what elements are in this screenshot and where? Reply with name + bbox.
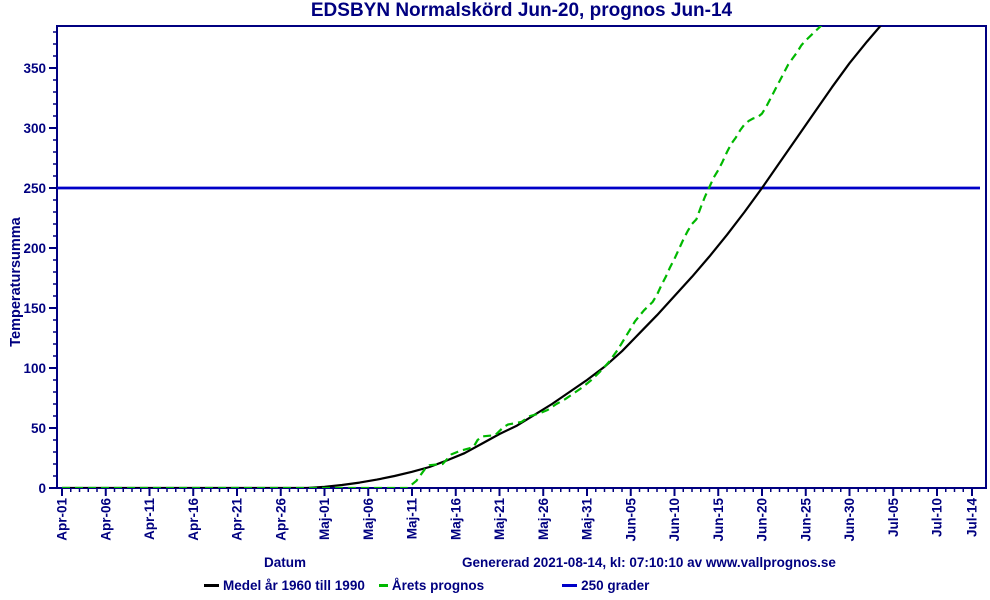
x-tick-label: Jul-14 — [965, 498, 980, 538]
x-tick-label: Maj-01 — [317, 498, 332, 541]
x-tick-label: Jul-05 — [886, 498, 901, 538]
series-medel-line — [62, 26, 882, 488]
x-tick-label: Maj-16 — [448, 498, 463, 541]
x-tick-label: Maj-06 — [361, 498, 376, 541]
y-tick-label: 100 — [23, 361, 46, 376]
legend-label-medel: Medel år 1960 till 1990 — [223, 578, 365, 593]
x-tick-label: Apr-16 — [186, 498, 201, 541]
x-tick-label: Maj-31 — [580, 498, 595, 541]
x-tick-label: Apr-06 — [98, 498, 113, 541]
reference-line-swatch — [562, 584, 578, 587]
legend-item-medel: Medel år 1960 till 1990 — [204, 578, 365, 593]
legend: Medel år 1960 till 1990 Årets prognos 25… — [204, 578, 649, 593]
prognos-line-swatch — [378, 584, 388, 587]
x-tick-label: Jun-25 — [798, 498, 813, 542]
y-tick-label: 250 — [23, 181, 46, 196]
y-tick-label: 350 — [23, 61, 46, 76]
y-tick-label: 200 — [23, 241, 46, 256]
legend-item-250-grader: 250 grader — [562, 578, 649, 593]
chart-title: EDSBYN Normalskörd Jun-20, prognos Jun-1… — [310, 0, 733, 21]
plot-border — [56, 25, 987, 489]
x-tick-label: Jun-10 — [667, 498, 682, 542]
series-prognos-line — [62, 26, 823, 488]
x-tick-label: Jun-30 — [842, 498, 857, 542]
x-axis-title: Datum — [264, 555, 307, 570]
medel-line-swatch — [204, 584, 219, 587]
generated-caption: Genererad 2021-08-14, kl: 07:10:10 av ww… — [462, 555, 836, 570]
y-tick-label: 0 — [38, 481, 46, 496]
x-tick-label: Apr-21 — [230, 498, 245, 541]
y-tick-label: 300 — [23, 121, 46, 136]
x-tick-label: Jun-05 — [623, 498, 638, 542]
x-tick-label: Maj-26 — [536, 498, 551, 541]
x-tick-label: Apr-01 — [55, 498, 70, 541]
x-tick-label: Maj-11 — [405, 498, 420, 540]
legend-item-prognos: Årets prognos — [378, 578, 485, 593]
x-tick-label: Apr-26 — [273, 498, 288, 541]
x-tick-label: Maj-21 — [492, 498, 507, 541]
y-tick-label: 150 — [23, 301, 46, 316]
x-tick-label: Apr-11 — [142, 498, 157, 541]
x-tick-label: Jul-10 — [930, 498, 945, 537]
y-tick-label: 50 — [31, 421, 46, 436]
legend-label-250-grader: 250 grader — [581, 578, 650, 593]
x-tick-label: Jun-20 — [755, 498, 770, 542]
x-tick-label: Jun-15 — [711, 498, 726, 542]
legend-label-prognos: Årets prognos — [391, 578, 485, 593]
